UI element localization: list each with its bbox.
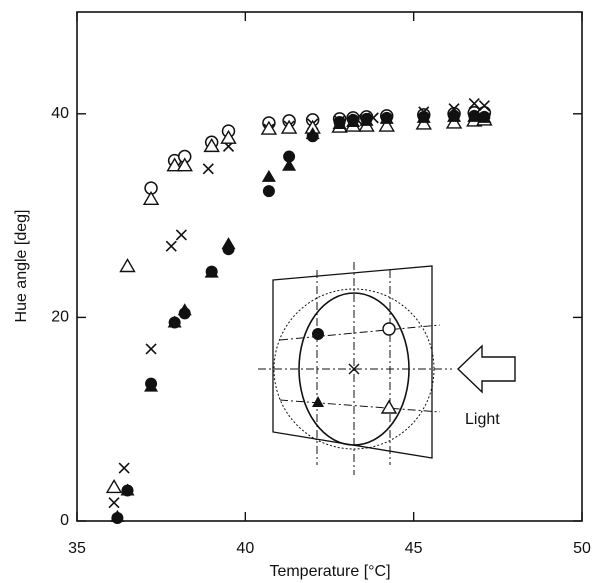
point xyxy=(175,229,187,241)
point xyxy=(447,109,462,122)
point xyxy=(445,114,463,129)
point xyxy=(415,115,432,130)
x-tick-label: 45 xyxy=(405,540,423,557)
x-axis-label: Temperature [°C] xyxy=(269,563,390,580)
point xyxy=(144,379,159,392)
point xyxy=(177,303,192,316)
point xyxy=(221,237,236,250)
x-tick-label: 50 xyxy=(573,540,591,557)
x-tick-label: 40 xyxy=(236,540,254,557)
point xyxy=(167,315,182,328)
point xyxy=(332,116,347,129)
point xyxy=(120,483,135,496)
point xyxy=(176,157,193,172)
point xyxy=(142,190,160,206)
point xyxy=(280,119,298,134)
point xyxy=(261,169,276,182)
point xyxy=(260,120,278,135)
point xyxy=(379,111,394,124)
plot-frame xyxy=(76,11,583,522)
point xyxy=(166,157,183,172)
point xyxy=(416,110,431,123)
point xyxy=(204,265,219,278)
point xyxy=(468,98,480,110)
point xyxy=(305,127,320,140)
point xyxy=(119,258,136,273)
point xyxy=(202,163,214,175)
point xyxy=(203,137,220,153)
point xyxy=(165,240,177,252)
point xyxy=(110,509,125,522)
x-tick-label: 35 xyxy=(68,540,86,557)
point xyxy=(478,100,490,112)
annotation: Light xyxy=(465,411,500,428)
y-tick-label: 40 xyxy=(51,105,69,122)
point xyxy=(467,109,482,122)
y-tick-label: 0 xyxy=(60,512,69,529)
point xyxy=(378,117,395,132)
point xyxy=(346,114,361,127)
point xyxy=(262,185,275,198)
point xyxy=(105,479,123,494)
y-axis-label: Hue angle [deg] xyxy=(13,210,30,323)
point xyxy=(220,129,237,144)
inset-diagram xyxy=(258,262,516,475)
point xyxy=(283,150,296,163)
y-tick-label: 20 xyxy=(51,309,69,326)
point xyxy=(108,497,120,509)
point xyxy=(282,158,297,171)
point xyxy=(118,462,130,474)
point xyxy=(359,113,374,126)
point xyxy=(145,343,157,355)
point xyxy=(477,110,492,123)
point xyxy=(448,103,460,115)
